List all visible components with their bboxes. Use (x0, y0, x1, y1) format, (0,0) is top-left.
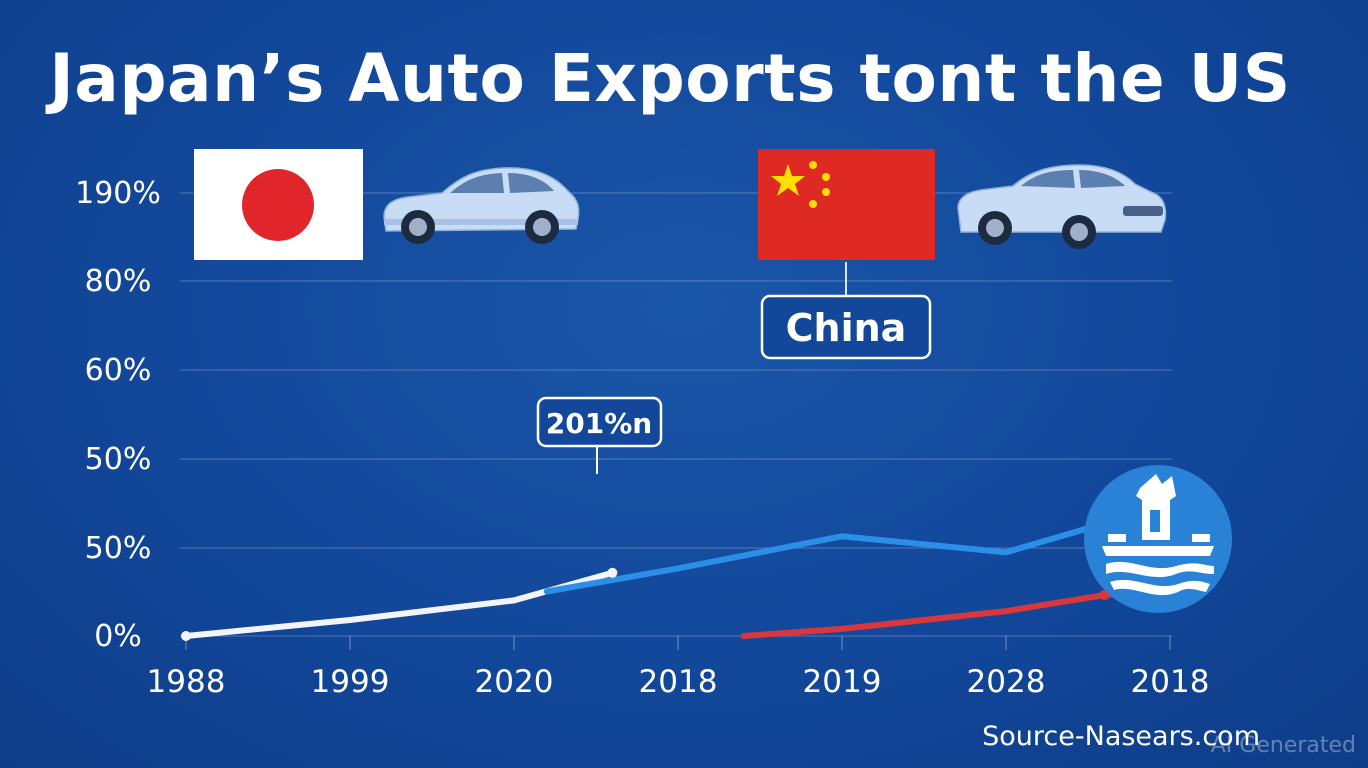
series-end-point (1099, 590, 1110, 601)
series-endpoints (181, 567, 1110, 641)
series-start-point (181, 631, 191, 641)
annotation-callout-201: 201%n (536, 396, 663, 474)
y-tick-label: 50% (85, 531, 152, 566)
y-tick-label: 0% (94, 619, 142, 654)
sedan-icon (957, 164, 1167, 249)
x-tick-label: 1988 (147, 664, 226, 700)
china-flag-icon (758, 149, 935, 260)
x-tick-label: 2018 (639, 664, 718, 700)
series-end-point (607, 567, 618, 578)
x-tick-label: 2028 (967, 664, 1046, 700)
x-tick-label: 1999 (311, 664, 390, 700)
annotation-china-label: China (786, 306, 907, 350)
japan-flag-disc (242, 169, 314, 241)
china-flag-big-star (771, 164, 805, 196)
y-tick-label: 50% (85, 442, 152, 477)
y-tick-label: 60% (85, 353, 152, 388)
series-lines (183, 496, 1180, 639)
y-tick-label: 80% (85, 264, 152, 299)
x-tick-label: 2019 (803, 664, 882, 700)
y-tick-label: 190% (75, 176, 161, 211)
source-credit: Source-Nasears.com (982, 721, 1260, 752)
series-line-white (183, 569, 616, 639)
annotation-callout-china: China (760, 294, 932, 360)
chart-title: Japan’s Auto Exports tont the US (49, 40, 1291, 117)
temple-badge-icon (1084, 465, 1232, 613)
japan-flag-icon (194, 149, 363, 260)
annotation-201-label: 201%n (546, 407, 652, 440)
series-line-blue (543, 496, 1180, 595)
x-tick-label: 2020 (475, 664, 554, 700)
y-axis-tick-labels: 0% 50% 50% 60% 80% 190% (75, 176, 161, 654)
ai-generated-watermark: AI Generated (1210, 733, 1356, 758)
x-tick-label: 2018 (1131, 664, 1210, 700)
x-axis-tick-labels: 1988 1999 2020 2018 2019 2028 2018 (147, 636, 1210, 700)
series-line-red (740, 592, 1108, 639)
car-icon (383, 167, 580, 244)
